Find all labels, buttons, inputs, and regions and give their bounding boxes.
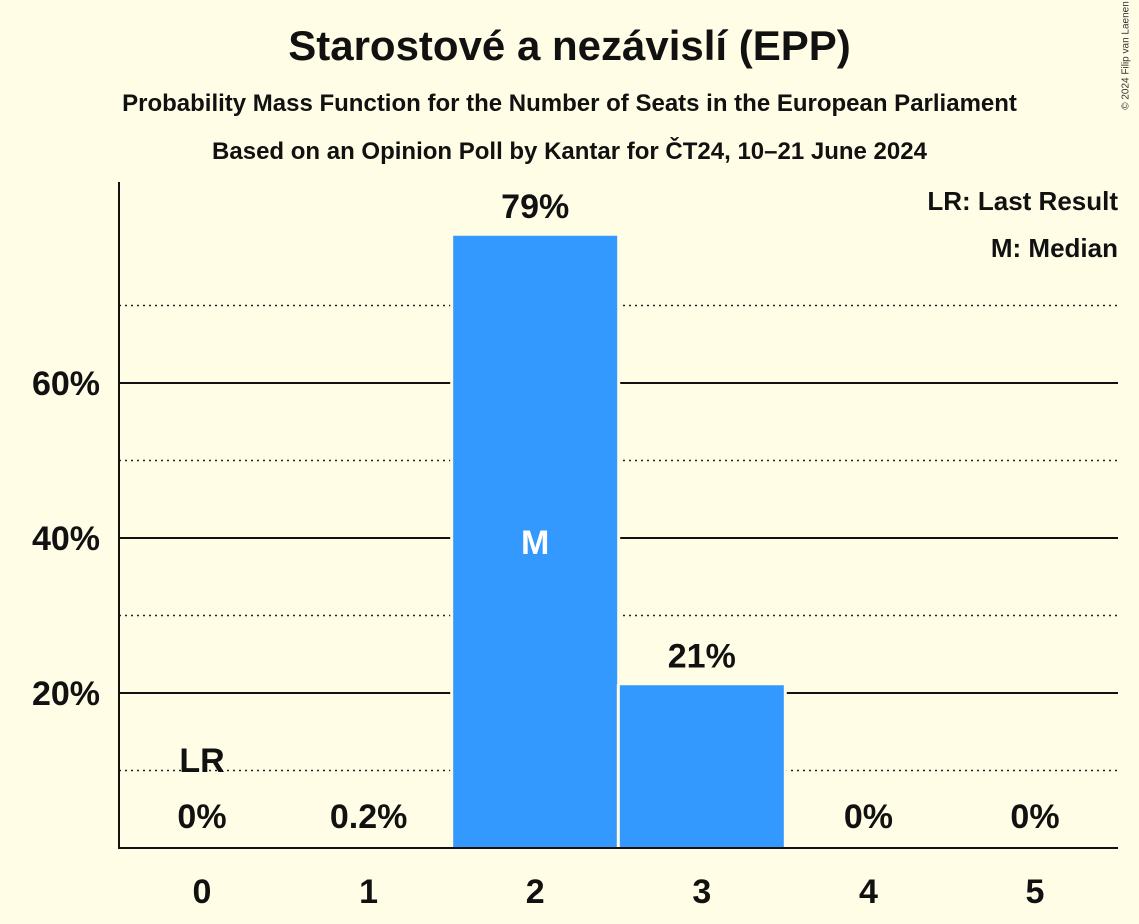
x-tick-label: 4	[859, 873, 878, 911]
y-tick-label: 40%	[32, 520, 100, 558]
last-result-marker: LR	[179, 742, 224, 780]
bar-value-label: 79%	[501, 188, 569, 226]
bar-value-label: 0%	[844, 798, 893, 836]
x-tick-label: 2	[526, 873, 545, 911]
chart-subtitle: Probability Mass Function for the Number…	[122, 90, 1017, 117]
chart-source: Based on an Opinion Poll by Kantar for Č…	[212, 138, 927, 165]
bar-value-label: 21%	[668, 637, 736, 675]
x-tick-label: 1	[359, 873, 378, 911]
y-tick-label: 60%	[32, 365, 100, 403]
chart-title: Starostové a nezávislí (EPP)	[288, 22, 851, 69]
y-tick-label: 20%	[32, 675, 100, 713]
bar	[619, 685, 784, 848]
legend-entry: LR: Last Result	[927, 186, 1118, 216]
legend-entry: M: Median	[991, 233, 1118, 263]
x-tick-label: 5	[1026, 873, 1045, 911]
bar-value-label: 0.2%	[330, 798, 408, 836]
median-marker: M	[521, 524, 549, 562]
bar-value-label: 0%	[177, 798, 226, 836]
bar	[453, 235, 618, 848]
bar-value-label: 0%	[1010, 798, 1059, 836]
x-tick-label: 0	[193, 873, 212, 911]
x-tick-label: 3	[692, 873, 711, 911]
